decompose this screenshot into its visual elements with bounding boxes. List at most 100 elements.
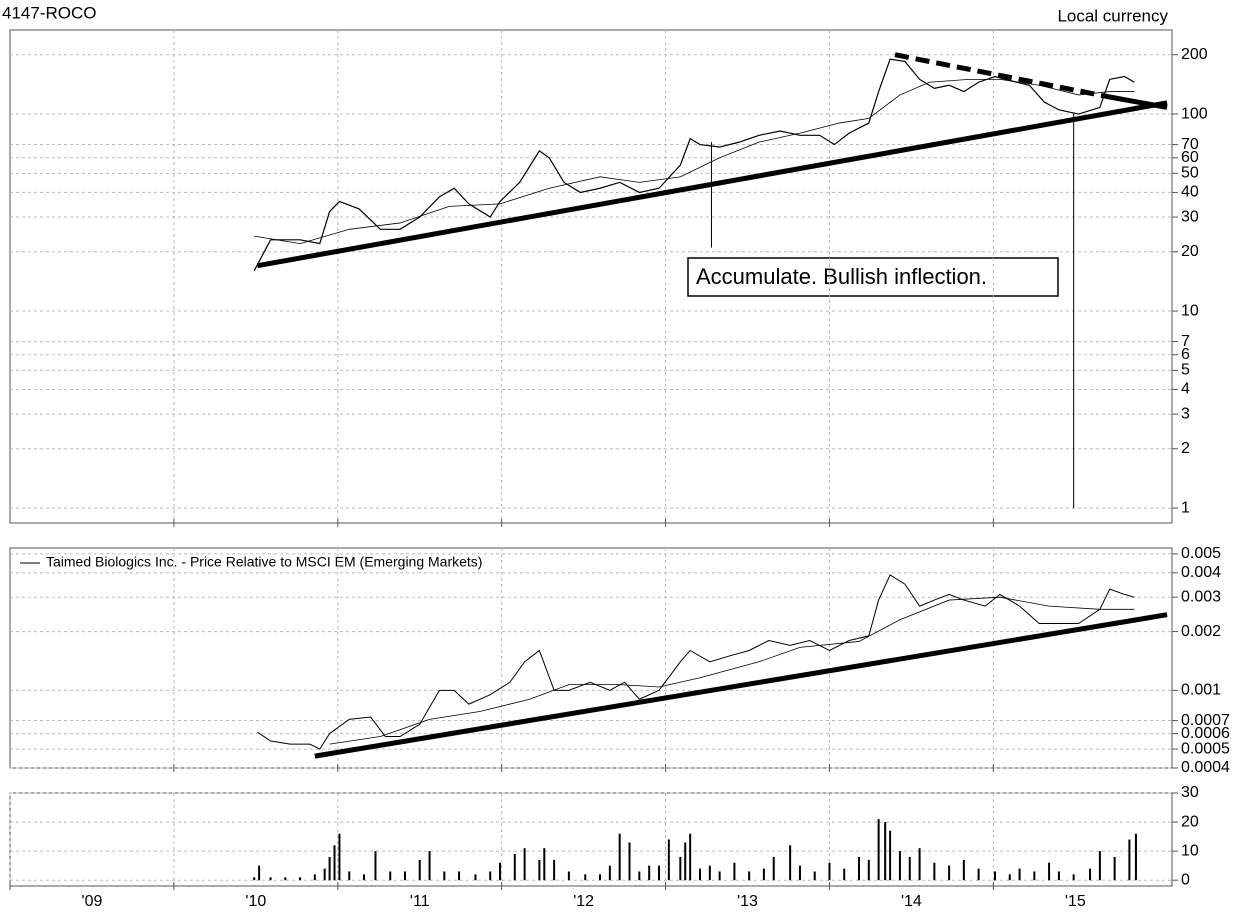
volume-bar [313, 874, 316, 881]
volume-bar [543, 848, 546, 881]
volume-bar [828, 862, 831, 881]
y-tick-label: 50 [1181, 165, 1199, 182]
volume-bar [1008, 874, 1011, 881]
volume-bar [908, 856, 911, 881]
x-tick-label: '10 [245, 893, 266, 910]
volume-bar [567, 871, 570, 881]
volume-bar [1128, 839, 1131, 881]
volume-bar [993, 871, 996, 881]
volume-bar [789, 845, 792, 881]
y-tick-label: 0.003 [1181, 588, 1221, 605]
y-tick-label: 0 [1181, 871, 1190, 888]
volume-bar [1057, 871, 1060, 881]
volume-bar [323, 868, 326, 881]
volume-bar [299, 877, 302, 881]
volume-bar [1134, 833, 1137, 881]
annotation-box [687, 257, 1059, 297]
volume-bar [948, 865, 951, 881]
volume-bar [889, 830, 892, 881]
annotation: Accumulate. Bullish inflection. [696, 264, 987, 289]
y-tick-label: 6 [1181, 346, 1190, 363]
volume-bar [1048, 862, 1051, 881]
chart-subtitle: Local currency [1057, 6, 1168, 25]
y-tick-label: 7 [1181, 333, 1190, 350]
y-tick-label: 70 [1181, 136, 1199, 153]
series-line [257, 574, 1135, 750]
y-tick-label: 10 [1181, 842, 1199, 859]
volume-bar [638, 871, 641, 881]
y-tick-label: 0.0007 [1181, 712, 1230, 729]
volume-bar [628, 842, 631, 881]
volume-bar [748, 871, 751, 881]
volume-bar [1089, 868, 1092, 881]
y-tick-label: 0.0006 [1181, 725, 1230, 742]
volume-bar [1033, 871, 1036, 881]
volume-bar [253, 877, 256, 881]
volume-bar [813, 871, 816, 881]
volume-bar [733, 862, 736, 881]
volume-bar [523, 848, 526, 881]
legend-label: Taimed Biologics Inc. - Price Relative t… [46, 554, 482, 570]
volume-bar [648, 865, 651, 881]
panel-frame [9, 792, 1173, 887]
y-tick-label: 100 [1181, 105, 1208, 122]
volume-bar [403, 871, 406, 881]
volume-bar [499, 862, 502, 881]
volume-bar [333, 845, 336, 881]
volume-bar [684, 842, 687, 881]
volume-bar [1113, 856, 1116, 881]
volume-bar [718, 871, 721, 881]
series-line [253, 58, 1135, 272]
volume-bar [338, 833, 341, 881]
volume-bar [867, 859, 870, 881]
y-tick-label: 20 [1181, 813, 1199, 830]
volume-bar [1098, 851, 1101, 881]
volume-bar [933, 862, 936, 881]
volume-bar [599, 874, 602, 881]
volume-bar [679, 856, 682, 881]
volume-bar [977, 868, 980, 881]
volume-bar [843, 868, 846, 881]
volume-bar [428, 851, 431, 881]
volume-bar [689, 833, 692, 881]
volume-bar [258, 865, 261, 881]
volume-bar [513, 854, 516, 881]
x-tick-label: '12 [573, 893, 594, 910]
volume-bar [553, 859, 556, 881]
volume-bar [798, 865, 801, 881]
volume-bar [1018, 868, 1021, 881]
x-tick-label: '11 [410, 893, 430, 910]
trendline [257, 100, 1168, 269]
volume-bar [618, 833, 621, 881]
volume-bar [363, 874, 366, 881]
series-line [254, 78, 1135, 245]
y-tick-label: 30 [1181, 784, 1199, 801]
y-tick-label: 2 [1181, 440, 1190, 457]
volume-bar [772, 856, 775, 881]
y-tick-label: 30 [1181, 208, 1199, 225]
volume-bar [584, 874, 587, 881]
volume-bar [348, 871, 351, 881]
x-tick-label: '09 [82, 893, 103, 910]
y-tick-label: 0.0004 [1181, 759, 1230, 776]
y-tick-label: 3 [1181, 405, 1190, 422]
volume-bar [962, 859, 965, 881]
volume-bar [443, 871, 446, 881]
y-tick-label: 200 [1181, 46, 1208, 63]
volume-bar [708, 865, 711, 881]
volume-bar [877, 819, 880, 881]
volume-bar [658, 865, 661, 881]
series-line [329, 596, 1135, 745]
volume-bar [284, 877, 287, 881]
y-tick-label: 5 [1181, 362, 1190, 379]
volume-bar [458, 871, 461, 881]
y-tick-label: 0.0005 [1181, 740, 1230, 757]
volume-bar [374, 851, 377, 881]
volume-bar [667, 839, 670, 881]
x-tick-label: '14 [901, 893, 922, 910]
volume-bar [608, 865, 611, 881]
trendline [894, 52, 1111, 100]
x-tick-label: '13 [737, 893, 758, 910]
y-tick-label: 0.002 [1181, 623, 1221, 640]
